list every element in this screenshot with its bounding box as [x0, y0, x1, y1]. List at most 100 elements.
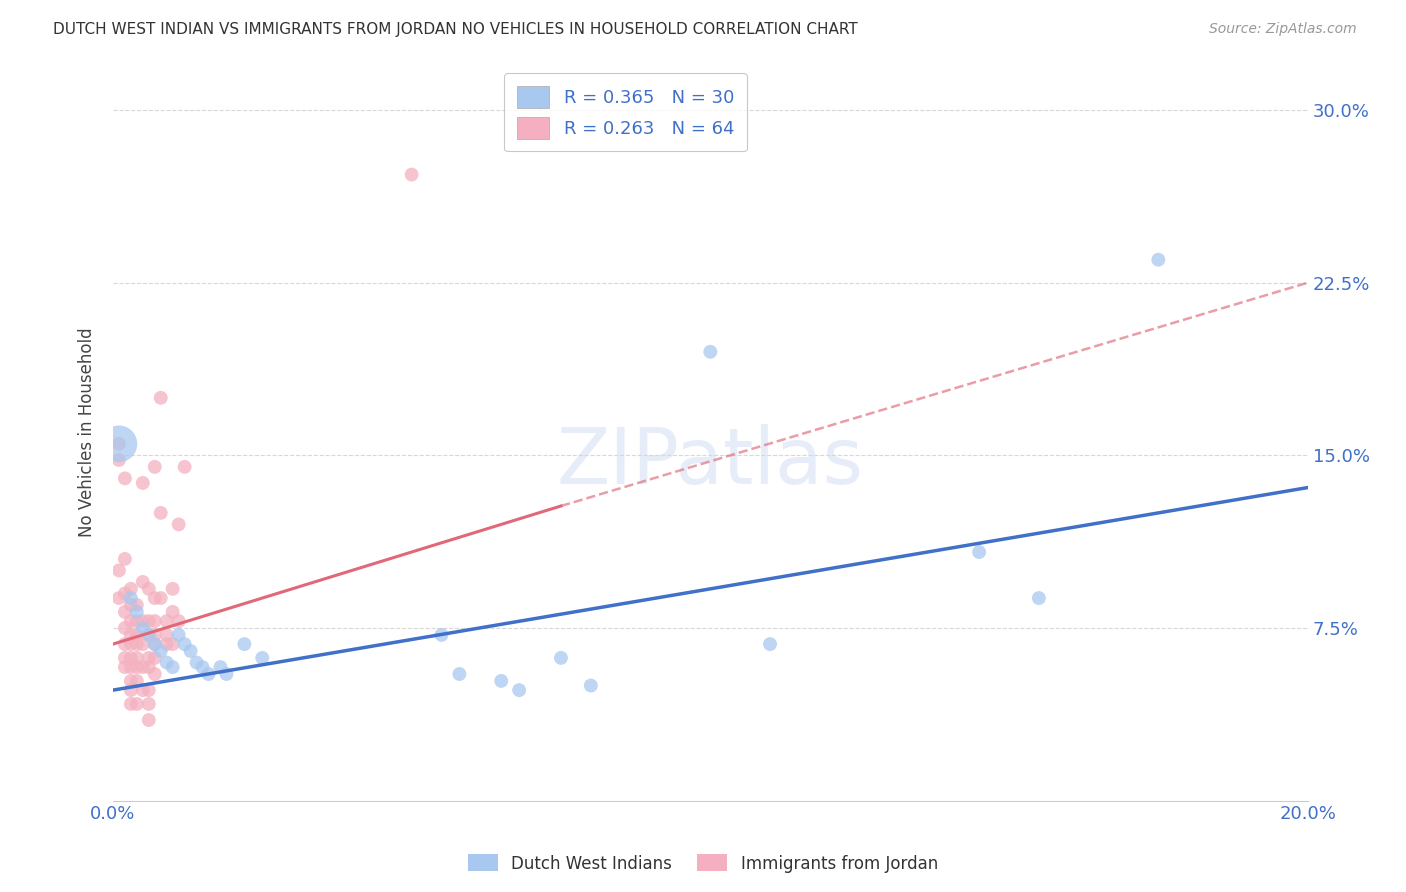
Point: [120, 598, 142, 612]
Point: [167, 517, 190, 532]
Point: [186, 656, 208, 670]
Point: [156, 614, 179, 628]
Point: [138, 628, 160, 642]
Point: [108, 453, 131, 467]
Point: [125, 637, 148, 651]
Point: [156, 628, 179, 642]
Point: [125, 614, 148, 628]
Point: [132, 660, 155, 674]
Point: [132, 574, 155, 589]
Point: [167, 628, 190, 642]
Point: [132, 614, 155, 628]
Point: [430, 628, 453, 642]
Point: [143, 651, 166, 665]
Text: ZIPatlas: ZIPatlas: [557, 424, 863, 500]
Point: [114, 605, 136, 619]
Point: [108, 437, 131, 451]
Point: [143, 614, 166, 628]
Point: [162, 637, 184, 651]
Point: [108, 437, 131, 451]
Point: [550, 651, 572, 665]
Point: [699, 344, 721, 359]
Point: [759, 637, 782, 651]
Point: [125, 605, 148, 619]
Point: [120, 614, 142, 628]
Point: [108, 564, 131, 578]
Point: [125, 651, 148, 665]
Point: [143, 628, 166, 642]
Point: [143, 667, 166, 681]
Point: [125, 660, 148, 674]
Point: [138, 660, 160, 674]
Point: [120, 582, 142, 596]
Point: [173, 459, 195, 474]
Point: [173, 637, 195, 651]
Point: [167, 614, 190, 628]
Point: [138, 713, 160, 727]
Point: [120, 628, 142, 642]
Point: [143, 637, 166, 651]
Point: [449, 667, 471, 681]
Point: [120, 651, 142, 665]
Point: [114, 552, 136, 566]
Point: [114, 586, 136, 600]
Point: [156, 637, 179, 651]
Point: [197, 667, 219, 681]
Point: [1147, 252, 1170, 267]
Point: [149, 391, 172, 405]
Point: [120, 591, 142, 605]
Point: [1028, 591, 1050, 605]
Point: [132, 683, 155, 698]
Point: [143, 459, 166, 474]
Text: Source: ZipAtlas.com: Source: ZipAtlas.com: [1209, 22, 1357, 37]
Point: [215, 667, 238, 681]
Y-axis label: No Vehicles in Household: No Vehicles in Household: [79, 327, 96, 537]
Point: [138, 683, 160, 698]
Point: [138, 582, 160, 596]
Point: [120, 673, 142, 688]
Legend: Dutch West Indians, Immigrants from Jordan: Dutch West Indians, Immigrants from Jord…: [461, 847, 945, 880]
Point: [149, 644, 172, 658]
Point: [162, 582, 184, 596]
Point: [132, 475, 155, 490]
Point: [149, 591, 172, 605]
Point: [191, 660, 214, 674]
Point: [138, 651, 160, 665]
Point: [401, 168, 423, 182]
Point: [138, 697, 160, 711]
Point: [120, 697, 142, 711]
Point: [252, 651, 274, 665]
Point: [125, 697, 148, 711]
Point: [967, 545, 990, 559]
Point: [125, 598, 148, 612]
Point: [120, 683, 142, 698]
Point: [138, 628, 160, 642]
Point: [143, 637, 166, 651]
Point: [138, 614, 160, 628]
Point: [143, 591, 166, 605]
Point: [156, 656, 179, 670]
Legend: R = 0.365   N = 30, R = 0.263   N = 64: R = 0.365 N = 30, R = 0.263 N = 64: [505, 73, 747, 152]
Text: DUTCH WEST INDIAN VS IMMIGRANTS FROM JORDAN NO VEHICLES IN HOUSEHOLD CORRELATION: DUTCH WEST INDIAN VS IMMIGRANTS FROM JOR…: [53, 22, 858, 37]
Point: [233, 637, 256, 651]
Point: [114, 660, 136, 674]
Point: [120, 637, 142, 651]
Point: [125, 673, 148, 688]
Point: [132, 621, 155, 635]
Point: [508, 683, 530, 698]
Point: [579, 679, 602, 693]
Point: [162, 660, 184, 674]
Point: [489, 673, 512, 688]
Point: [114, 621, 136, 635]
Point: [114, 651, 136, 665]
Point: [180, 644, 202, 658]
Point: [209, 660, 232, 674]
Point: [114, 471, 136, 485]
Point: [125, 628, 148, 642]
Point: [132, 637, 155, 651]
Point: [114, 637, 136, 651]
Point: [149, 506, 172, 520]
Point: [120, 660, 142, 674]
Point: [162, 605, 184, 619]
Point: [108, 591, 131, 605]
